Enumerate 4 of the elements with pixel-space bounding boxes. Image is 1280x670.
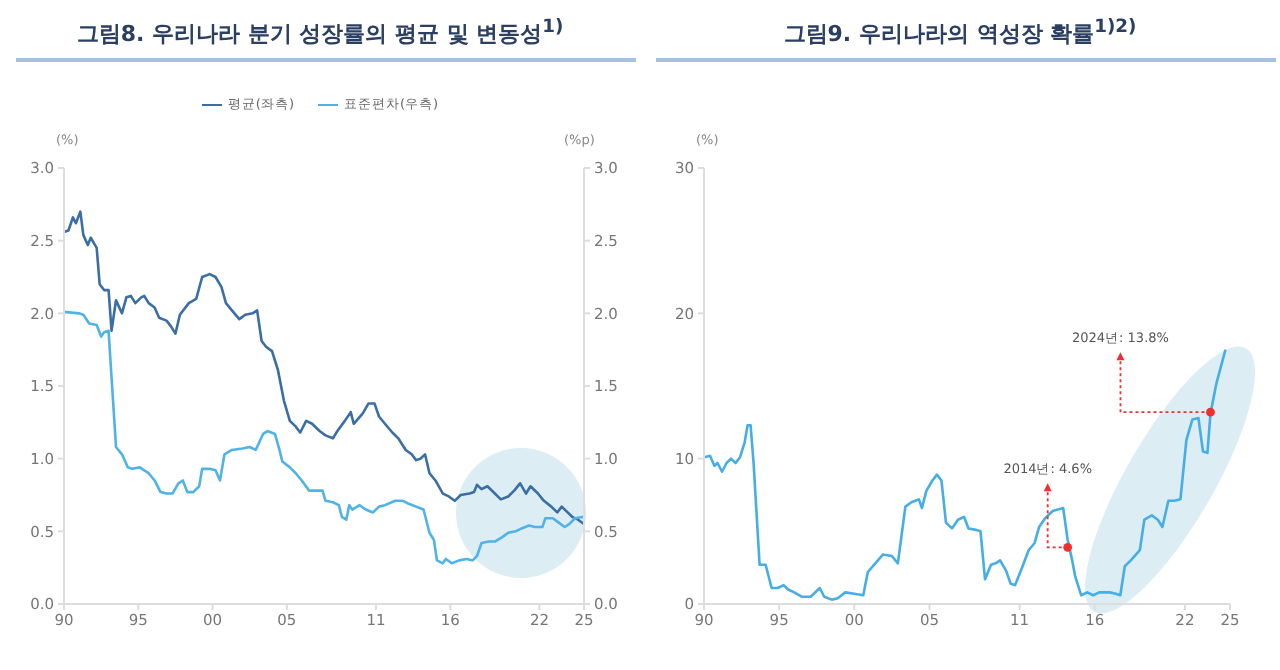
chart-title: 그림9. 우리나라의 역성장 확률$^{1)2)}$	[781, 16, 1139, 50]
line-series	[64, 210, 584, 526]
chart-title: 그림8. 우리나라 분기 성장률의 평균 및 변동성$^{1)}$	[74, 16, 566, 50]
line-series	[64, 310, 584, 565]
